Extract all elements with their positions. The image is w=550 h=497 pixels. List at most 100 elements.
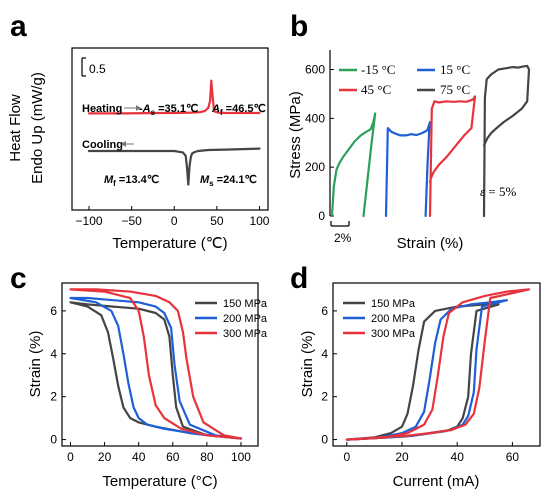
Af-symbol: A [211, 103, 220, 115]
c-ytick-label-2: 2 [50, 390, 57, 404]
xlabel-a: Temperature (℃) [112, 235, 227, 252]
Mf-symbol: M [104, 174, 114, 186]
strain-note-value: = 5% [485, 184, 516, 199]
scale-bar-a-label: 0.5 [89, 62, 106, 76]
a-xtick-label--50: −50 [121, 214, 142, 228]
series-c-2 [69, 288, 243, 440]
legend-d-label-2: 300 MPa [371, 328, 416, 340]
d-ytick-label-6: 6 [321, 304, 328, 318]
b-ytick-label-200: 200 [305, 160, 325, 174]
series-b-1 [384, 120, 432, 218]
d-xtick-label-20: 20 [395, 450, 409, 464]
legend-b-label-3: 75 °C [440, 82, 470, 97]
series-group-c [69, 288, 243, 440]
ylabel-c: Strain (%) [27, 331, 44, 398]
annotation-Mf: Mf =13.4℃ [104, 174, 159, 188]
series-b-0 [330, 112, 377, 218]
plot-frame-d [332, 282, 541, 447]
plot-frame-a [71, 47, 269, 211]
a-xtick-label--100: −100 [76, 214, 103, 228]
ylabel-b: Stress (MPa) [287, 91, 304, 179]
As-dash: - [139, 103, 143, 115]
strain-note-symbol: ε [480, 184, 486, 199]
c-xtick-label-100: 100 [231, 450, 251, 464]
ticks-d: 0 20 40 60 0 2 4 6 [321, 304, 519, 464]
arrowhead-cooling [121, 141, 126, 147]
series-a-cooling [87, 147, 261, 186]
series-b-3 [482, 64, 531, 218]
Af-subscript: f [220, 108, 223, 117]
a-xtick-label-100: 100 [249, 214, 269, 228]
xlabel-d: Current (mA) [393, 473, 480, 490]
legend-d-label-1: 200 MPa [371, 313, 416, 325]
c-ytick-label-0: 0 [50, 433, 57, 447]
d-ytick-label-0: 0 [321, 433, 328, 447]
As-symbol: A [142, 103, 151, 115]
annotation-heating: Heating [82, 103, 122, 115]
legend-b-label-0: -15 °C [361, 62, 395, 77]
c-xtick-label-20: 20 [98, 450, 112, 464]
As-subscript: s [151, 108, 156, 117]
legend-b: -15 °C 15 °C 45 °C 75 °C [339, 62, 470, 97]
b-ytick-label-400: 400 [305, 111, 325, 125]
annotation-cooling: Cooling [82, 139, 123, 151]
ylabel-a-line2: Endo Up (mW/g) [29, 72, 46, 184]
Af-value: =46.5℃ [223, 103, 266, 115]
legend-b-label-2: 45 °C [361, 82, 391, 97]
series-a-heating [87, 79, 261, 115]
panel-letter-b: b [290, 10, 308, 43]
d-ytick-label-2: 2 [321, 390, 328, 404]
b-ytick-label-0: 0 [318, 209, 325, 223]
legend-d: 150 MPa 200 MPa 300 MPa [343, 298, 416, 340]
Ms-symbol: M [200, 174, 210, 186]
legend-c-label-0: 150 MPa [223, 298, 268, 310]
arrowhead-heating [136, 105, 141, 111]
b-ytick-label-600: 600 [305, 63, 325, 77]
ylabel-d: Strain (%) [299, 331, 316, 398]
c-ytick-label-4: 4 [50, 347, 57, 361]
d-ytick-label-4: 4 [321, 347, 328, 361]
Mf-value: =13.4℃ [116, 174, 159, 186]
plot-frame-c [61, 282, 259, 447]
d-xtick-label-0: 0 [343, 450, 350, 464]
legend-b-label-1: 15 °C [440, 62, 470, 77]
panel-c: c Strain (%) Temperature (°C) 0 20 40 60 80 1… [10, 262, 268, 490]
legend-d-label-0: 150 MPa [371, 298, 416, 310]
c-xtick-label-40: 40 [132, 450, 146, 464]
panel-d: d Strain (%) Current (mA) 0 20 40 60 0 2 4 6 15… [290, 262, 541, 490]
panel-a: a Heat Flow Endo Up (mW/g) Temperature (… [7, 10, 270, 252]
legend-c: 150 MPa 200 MPa 300 MPa [195, 298, 268, 340]
series-group-a [87, 79, 261, 186]
ylabel-a-line1: Heat Flow [7, 94, 24, 162]
legend-c-label-2: 300 MPa [223, 328, 268, 340]
ticks-a: −100 −50 0 50 100 [76, 206, 270, 228]
Mf-subscript: f [113, 179, 116, 188]
series-d-2 [345, 288, 531, 441]
scale-bar-b-label: 2% [334, 231, 352, 245]
a-xtick-label-0: 0 [171, 214, 178, 228]
series-group-d [345, 288, 531, 441]
legend-c-label-1: 200 MPa [223, 313, 268, 325]
Ms-subscript: s [209, 179, 214, 188]
panel-letter-d: d [290, 262, 308, 295]
d-xtick-label-60: 60 [506, 450, 520, 464]
ticks-b: 0 200 400 600 [305, 63, 334, 223]
ticks-c: 0 20 40 60 80 100 0 2 4 6 [50, 304, 251, 464]
panel-letter-c: c [10, 262, 27, 295]
series-group-b [330, 64, 531, 218]
Ms-value: =24.1℃ [214, 174, 257, 186]
c-xtick-label-80: 80 [200, 450, 214, 464]
panel-letter-a: a [10, 10, 27, 43]
a-xtick-label-50: 50 [210, 214, 224, 228]
c-xtick-label-0: 0 [67, 450, 74, 464]
annotation-As: -As =35.1℃ [139, 103, 198, 117]
series-c-0 [69, 301, 243, 440]
d-xtick-label-40: 40 [451, 450, 465, 464]
series-b-2 [428, 95, 477, 218]
xlabel-b: Strain (%) [397, 235, 464, 252]
As-value: =35.1℃ [155, 103, 198, 115]
c-xtick-label-60: 60 [166, 450, 180, 464]
annotation-Ms: Ms =24.1℃ [200, 174, 257, 188]
